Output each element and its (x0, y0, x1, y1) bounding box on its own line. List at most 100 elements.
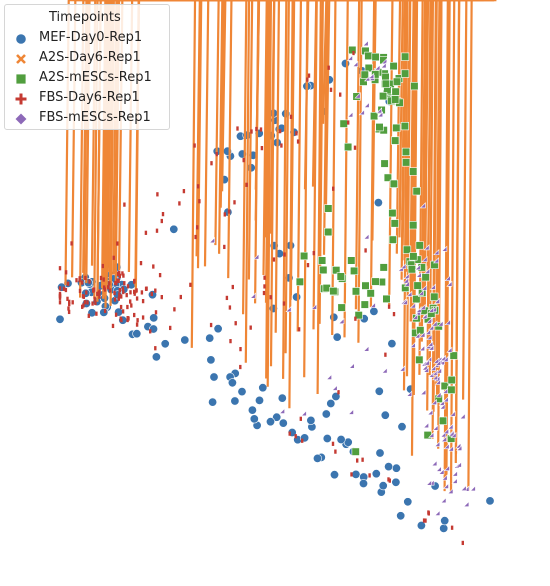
data-point-square (360, 70, 369, 79)
data-point-diamond (444, 274, 451, 281)
data-point-diamond (381, 367, 388, 374)
data-point-diamond (411, 313, 418, 320)
data-point-diamond (449, 410, 456, 417)
data-point-circle (278, 418, 288, 428)
data-point-diamond (354, 92, 361, 99)
data-point-diamond (425, 355, 432, 362)
data-point-circle (255, 395, 265, 405)
data-point-square (415, 355, 424, 364)
data-point-diamond (463, 500, 470, 507)
data-point-circle (292, 292, 302, 302)
data-point-circle (132, 329, 142, 339)
data-point-square (299, 251, 309, 261)
data-point-diamond (417, 289, 424, 296)
data-point-diamond (420, 388, 427, 395)
data-point-diamond (441, 245, 448, 252)
data-point-square (351, 287, 361, 296)
data-point-diamond (347, 111, 354, 118)
data-point-diamond (423, 359, 430, 366)
data-point-circle (378, 481, 388, 491)
legend-marker-circle (15, 33, 27, 45)
data-point-square (378, 92, 388, 101)
data-point-circle (326, 398, 336, 408)
data-point-diamond (440, 435, 447, 442)
data-point-square (447, 385, 456, 394)
legend-item-fbs-day6: FBS-Day6-Rep1 (13, 89, 169, 109)
data-point-square (383, 173, 393, 182)
data-point-diamond (444, 318, 451, 326)
data-point-square (388, 209, 397, 218)
data-point-square (400, 122, 410, 131)
data-point-diamond (374, 64, 381, 71)
legend-item-a2s-mescs: A2S-mESCs-Rep1 (13, 69, 169, 89)
data-point-diamond (440, 497, 447, 504)
data-point-diamond (278, 407, 285, 414)
data-point-circle (206, 355, 216, 365)
data-point-square (319, 265, 328, 275)
data-point-diamond (447, 487, 454, 494)
data-point-square (324, 204, 333, 213)
data-point-diamond (429, 364, 437, 371)
data-point-diamond (428, 431, 435, 438)
data-point-diamond (424, 328, 431, 335)
data-point-diamond (422, 366, 429, 373)
data-point-square (351, 447, 360, 456)
data-point-square (349, 266, 359, 276)
data-point-circle (322, 433, 332, 443)
data-point-square (401, 283, 410, 293)
data-point-circle (331, 391, 341, 401)
data-point-circle (160, 339, 170, 349)
data-point-square (347, 256, 356, 265)
data-point-diamond (441, 387, 449, 394)
data-point-diamond (429, 283, 436, 290)
data-point-square (409, 167, 418, 176)
data-point-circle (169, 224, 179, 234)
data-point-diamond (430, 398, 437, 405)
data-point-diamond (249, 292, 256, 299)
data-point-diamond (401, 298, 408, 305)
data-point-circle (237, 387, 247, 397)
data-point-circle (329, 470, 339, 480)
data-point-circle (351, 469, 361, 479)
data-point-diamond (362, 39, 369, 47)
data-point-diamond (438, 468, 445, 475)
data-point-circle (397, 422, 407, 432)
data-point-diamond (403, 272, 410, 280)
data-point-square (400, 52, 410, 61)
data-point-diamond (421, 312, 428, 320)
data-point-x (240, 0, 404, 238)
data-point-circle (277, 393, 287, 403)
data-point-diamond (433, 297, 440, 304)
data-point-diamond (363, 233, 370, 240)
data-point-diamond (419, 331, 426, 338)
data-point-square (407, 265, 417, 274)
data-point-circle (375, 448, 385, 458)
data-point-diamond (434, 378, 441, 385)
data-point-diamond (423, 267, 431, 274)
data-point-diamond (369, 301, 376, 308)
data-point-square (412, 187, 421, 196)
data-point-square (369, 112, 379, 121)
data-point-x (467, 0, 494, 491)
data-point-circle (373, 198, 383, 208)
data-point-diamond (446, 346, 453, 353)
legend-label: A2S-Day6-Rep1 (39, 50, 141, 65)
data-point-diamond (346, 54, 353, 61)
data-point-circle (230, 396, 240, 406)
data-point-diamond (443, 443, 450, 450)
data-point-square (295, 277, 305, 286)
data-point-circle (149, 313, 159, 323)
data-point-diamond (435, 391, 442, 398)
legend-item-mef-day0: MEF-Day0-Rep1 (13, 29, 169, 49)
data-point-square (364, 51, 373, 60)
data-point-square (413, 281, 422, 290)
data-point-square (380, 159, 389, 168)
legend: Timepoints MEF-Day0-Rep1 A2S-Day6-Rep1 A… (4, 4, 170, 130)
data-point-diamond (419, 202, 426, 209)
legend-item-fbs-mescs: FBS-mESCs-Rep1 (13, 109, 169, 129)
data-point-square (375, 123, 384, 132)
data-point-diamond (459, 412, 466, 420)
data-point-circle (380, 410, 390, 420)
data-point-diamond (415, 271, 422, 278)
data-point-diamond (208, 236, 216, 244)
